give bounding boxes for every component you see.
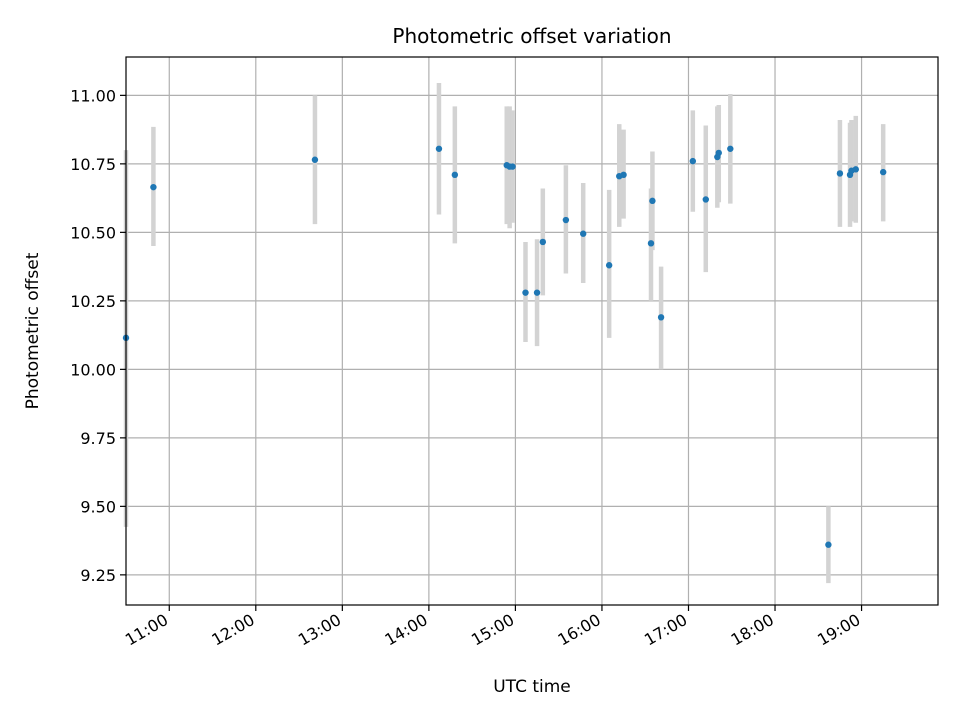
x-axis-title: UTC time	[493, 677, 571, 697]
data-point	[522, 289, 529, 296]
data-point	[451, 171, 459, 179]
data-points	[122, 145, 887, 548]
data-point	[435, 145, 443, 152]
y-tick-label: 9.75	[80, 429, 116, 448]
data-point	[689, 157, 697, 165]
data-point	[647, 240, 655, 247]
data-point	[879, 168, 887, 176]
data-point	[852, 166, 859, 173]
data-point	[715, 149, 722, 157]
data-point	[649, 197, 656, 205]
data-point	[620, 171, 627, 179]
y-axis-title: Photometric offset	[23, 252, 43, 409]
plot-area	[126, 57, 938, 605]
data-point	[580, 230, 587, 237]
data-point	[605, 262, 613, 269]
data-point	[825, 541, 832, 548]
data-point	[533, 289, 541, 296]
data-point	[836, 170, 844, 177]
y-tick-label: 9.25	[80, 566, 116, 585]
data-point	[562, 216, 570, 224]
data-point	[539, 238, 547, 246]
y-axis-ticks: 9.25 9.50 9.75 10.00 10.25 10.50 10.75 11.00	[70, 86, 126, 585]
data-point	[727, 145, 734, 152]
data-point	[311, 156, 319, 163]
plot-frame	[125, 56, 939, 606]
y-tick-label: 11.00	[70, 86, 116, 105]
y-tick-label: 10.25	[70, 292, 116, 311]
y-tick-label: 10.00	[70, 360, 116, 379]
y-tick-label: 9.50	[80, 497, 116, 516]
y-tick-label: 10.75	[70, 155, 116, 174]
y-tick-label: 10.50	[70, 223, 116, 242]
grid	[126, 57, 938, 605]
data-point	[509, 163, 516, 170]
data-point	[702, 196, 709, 203]
data-point	[657, 314, 665, 321]
chart-title: Photometric offset variation	[392, 24, 671, 48]
data-point	[150, 183, 157, 191]
